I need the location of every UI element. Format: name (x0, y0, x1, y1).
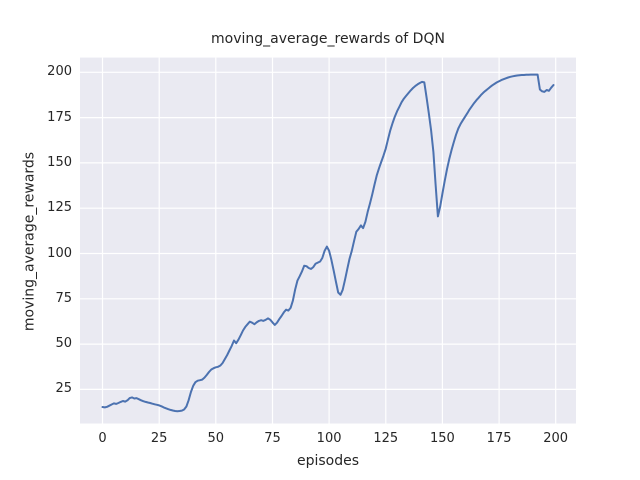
x-tick-label: 175 (486, 431, 512, 446)
y-tick-label: 200 (47, 64, 72, 80)
y-tick-label: 75 (55, 290, 72, 306)
x-axis-label: episodes (296, 453, 360, 469)
x-tick-label: 150 (429, 431, 455, 446)
y-tick-label: 150 (47, 154, 72, 170)
y-tick-label: 125 (47, 200, 72, 216)
data-line (101, 73, 555, 413)
x-tick-label: 0 (98, 431, 107, 446)
chart-title: moving_average_rewards of DQN (211, 31, 445, 47)
y-tick-label: 25 (55, 381, 72, 397)
plot-area (80, 57, 576, 424)
x-tick-label: 100 (316, 431, 342, 446)
x-tick-label: 75 (264, 431, 281, 446)
x-tick-label: 50 (207, 431, 225, 446)
x-tick-label: 25 (150, 431, 168, 446)
x-tick-label: 200 (543, 431, 569, 446)
y-tick-label: 50 (55, 336, 72, 352)
y-tick-label: 175 (47, 109, 72, 125)
x-tick-label: 125 (373, 431, 399, 446)
y-tick-label: 100 (47, 245, 72, 261)
